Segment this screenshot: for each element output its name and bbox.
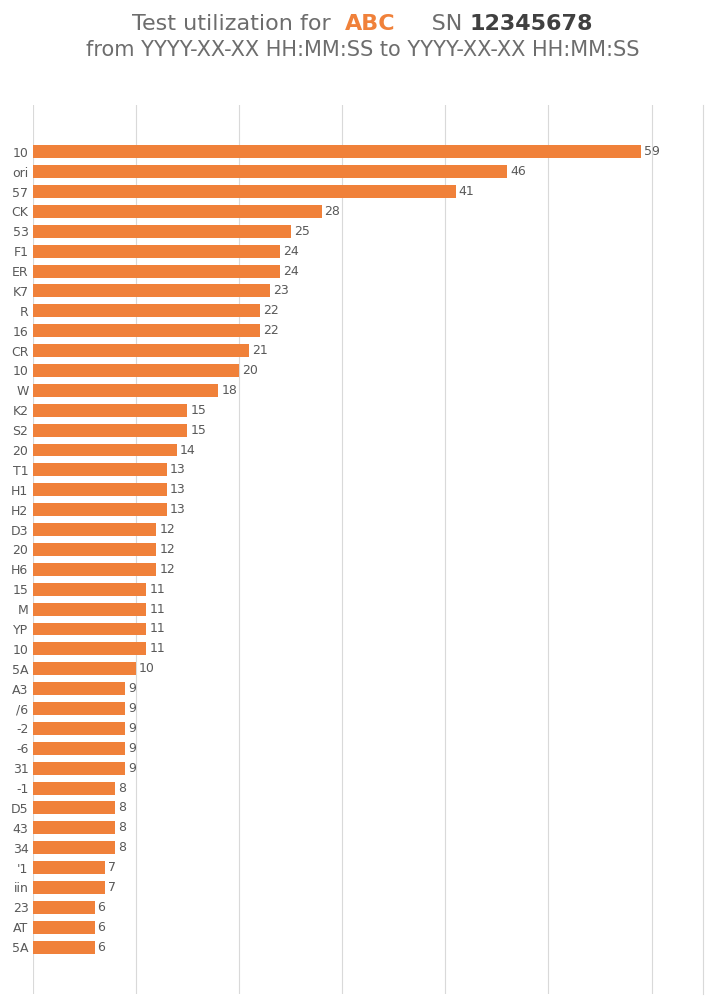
Text: 6: 6	[98, 901, 106, 914]
Text: Test utilization for: Test utilization for	[132, 14, 345, 34]
Bar	[33, 682, 125, 695]
Text: 20: 20	[242, 364, 258, 377]
Bar	[33, 821, 115, 834]
Bar	[33, 722, 125, 735]
Bar	[33, 801, 115, 814]
Text: 13: 13	[170, 503, 186, 516]
Text: 46: 46	[510, 165, 526, 178]
Bar	[33, 662, 136, 675]
Text: 24: 24	[283, 245, 299, 258]
Text: 14: 14	[180, 444, 196, 457]
Text: 7: 7	[108, 861, 116, 874]
Bar	[33, 384, 218, 397]
Bar	[33, 921, 94, 934]
Text: 25: 25	[294, 225, 310, 238]
Text: 10: 10	[139, 662, 154, 675]
Text: 41: 41	[459, 185, 474, 198]
Text: 22: 22	[262, 325, 278, 338]
Text: 11: 11	[149, 622, 165, 635]
Bar	[33, 145, 642, 158]
Bar	[33, 622, 146, 635]
Bar	[33, 245, 281, 258]
Bar	[33, 464, 167, 477]
Text: from YYYY-XX-XX HH:MM:SS to YYYY-XX-XX HH:MM:SS: from YYYY-XX-XX HH:MM:SS to YYYY-XX-XX H…	[86, 40, 639, 60]
Bar	[33, 861, 105, 874]
Text: 9: 9	[128, 761, 136, 774]
Text: 9: 9	[128, 682, 136, 695]
Bar	[33, 523, 157, 536]
Text: 11: 11	[149, 642, 165, 655]
Text: 12: 12	[160, 542, 175, 556]
Text: 12345678: 12345678	[469, 14, 593, 34]
Text: 22: 22	[262, 305, 278, 318]
Bar	[33, 582, 146, 595]
Text: 11: 11	[149, 602, 165, 615]
Text: 8: 8	[118, 841, 126, 854]
Bar	[33, 702, 125, 715]
Bar	[33, 205, 321, 218]
Bar	[33, 344, 249, 357]
Bar	[33, 404, 187, 417]
Bar	[33, 325, 260, 338]
Bar	[33, 364, 239, 377]
Bar	[33, 165, 507, 178]
Bar	[33, 484, 167, 497]
Text: ABC: ABC	[345, 14, 396, 34]
Text: 12: 12	[160, 562, 175, 575]
Bar	[33, 642, 146, 655]
Bar	[33, 841, 115, 854]
Bar	[33, 543, 157, 555]
Bar	[33, 265, 281, 278]
Bar	[33, 285, 270, 298]
Text: 13: 13	[170, 464, 186, 477]
Bar	[33, 941, 94, 954]
Text: 15: 15	[191, 404, 207, 417]
Text: 8: 8	[118, 781, 126, 794]
Text: 7: 7	[108, 881, 116, 894]
Text: 28: 28	[325, 205, 341, 218]
Bar	[33, 901, 94, 914]
Text: 8: 8	[118, 821, 126, 834]
Bar	[33, 602, 146, 615]
Bar	[33, 781, 115, 794]
Bar	[33, 424, 187, 437]
Text: SN: SN	[396, 14, 469, 34]
Bar	[33, 742, 125, 755]
Bar	[33, 225, 291, 238]
Text: 21: 21	[252, 344, 268, 357]
Bar	[33, 305, 260, 318]
Text: 15: 15	[191, 424, 207, 437]
Text: 8: 8	[118, 801, 126, 814]
Text: 9: 9	[128, 722, 136, 735]
Text: 12: 12	[160, 523, 175, 536]
Bar	[33, 444, 177, 457]
Bar	[33, 562, 157, 575]
Text: 6: 6	[98, 921, 106, 934]
Text: 59: 59	[645, 145, 660, 158]
Text: 23: 23	[273, 285, 289, 298]
Bar	[33, 881, 105, 894]
Text: 11: 11	[149, 582, 165, 595]
Text: 9: 9	[128, 742, 136, 755]
Text: 9: 9	[128, 702, 136, 715]
Text: 18: 18	[221, 384, 237, 397]
Bar	[33, 761, 125, 774]
Bar	[33, 185, 455, 198]
Bar	[33, 503, 167, 516]
Text: 13: 13	[170, 484, 186, 497]
Text: 24: 24	[283, 265, 299, 278]
Text: 6: 6	[98, 941, 106, 954]
